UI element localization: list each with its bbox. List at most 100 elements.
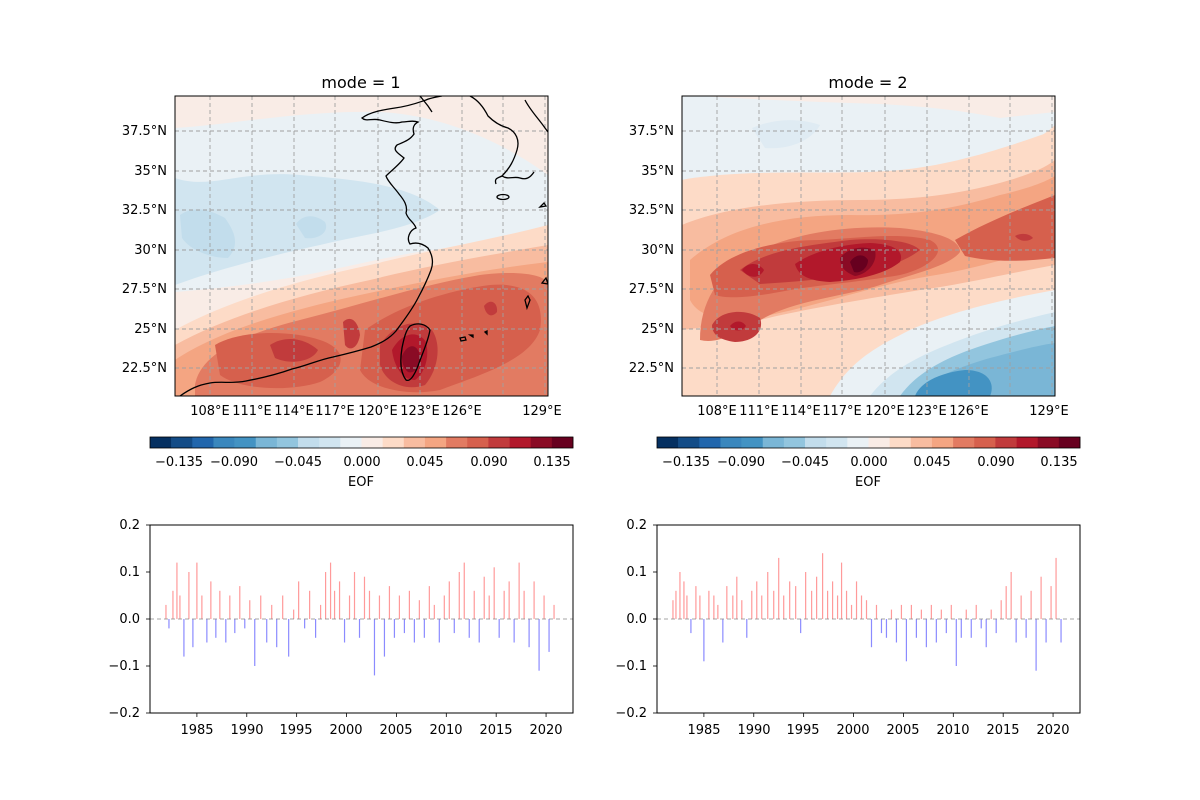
colorbar-tick: 0.135 xyxy=(1040,455,1077,470)
map-ytick: 37.5°N xyxy=(122,124,167,139)
colorbar-swatch xyxy=(171,437,193,448)
ts-xtick: 2000 xyxy=(836,723,869,738)
ts-ytick: −0.2 xyxy=(108,706,140,721)
map-frame-mode-1 xyxy=(174,95,549,397)
pc-bars xyxy=(672,553,1062,671)
colorbar-tick: −0.045 xyxy=(274,455,322,470)
ts-xtick: 1995 xyxy=(279,723,312,738)
colorbar-label: EOF xyxy=(348,475,374,490)
ts-xtick: 2010 xyxy=(936,723,969,738)
coastline-mode-1 xyxy=(179,96,548,396)
colorbar-swatch xyxy=(741,437,764,448)
map-xtick-labels-mode-2: 108°E 111°E 114°E 117°E 120°E 123°E 126°… xyxy=(697,404,1069,419)
map-frame-mode-2 xyxy=(681,95,1056,397)
colorbar-swatch xyxy=(150,437,172,448)
pc-bars xyxy=(165,562,555,676)
colorbar-swatch xyxy=(995,437,1017,448)
colorbar-swatch xyxy=(446,437,468,448)
ts-ytick: 0.2 xyxy=(626,518,647,533)
ts-ytick-labels: −0.2 −0.1 0.0 0.1 0.2 xyxy=(615,518,647,721)
colorbar-tick: −0.135 xyxy=(662,455,710,470)
map-ytick: 22.5°N xyxy=(122,361,167,376)
colorbar-swatch xyxy=(974,437,996,448)
ts-ytick: 0.0 xyxy=(119,612,140,627)
colorbar-swatch xyxy=(868,437,890,448)
colorbar-swatch xyxy=(783,437,806,448)
ts-ytick: −0.1 xyxy=(615,659,647,674)
colorbar-swatch xyxy=(361,437,383,448)
ts-ytick: 0.2 xyxy=(119,518,140,533)
map-ytick: 32.5°N xyxy=(122,203,167,218)
map-field-mode-2 xyxy=(682,96,1055,396)
map-ytick: 27.5°N xyxy=(629,282,674,297)
colorbar-swatch xyxy=(551,437,574,448)
map-xtick: 120°E xyxy=(358,404,398,419)
colorbar-swatch xyxy=(192,437,214,448)
ts-xtick-labels: 1985 1990 1995 2000 2005 2010 2015 2020 xyxy=(687,723,1069,738)
colorbar-swatch xyxy=(910,437,933,448)
ts-xtick: 2020 xyxy=(1036,723,1069,738)
colorbar-swatch xyxy=(488,437,510,448)
ts-xtick: 2020 xyxy=(529,723,562,738)
map-xtick: 123°E xyxy=(400,404,440,419)
colorbar-swatch xyxy=(720,437,742,448)
colorbar-swatch xyxy=(509,437,531,448)
map-xtick: 126°E xyxy=(949,404,989,419)
map-xtick: 108°E xyxy=(697,404,737,419)
map-ytick: 30°N xyxy=(134,243,167,258)
map-ytick: 25°N xyxy=(134,322,167,337)
colorbar-tick: −0.090 xyxy=(210,455,258,470)
ts-xtick: 1985 xyxy=(687,723,720,738)
colorbar-mode-1: −0.135 −0.090 −0.045 0.000 0.045 0.090 0… xyxy=(149,436,574,490)
ts-xtick: 2000 xyxy=(329,723,362,738)
map-ytick: 22.5°N xyxy=(629,361,674,376)
map-xtick-labels-mode-1: 108°E 111°E 114°E 117°E 120°E 123°E 126°… xyxy=(190,404,562,419)
colorbar-swatch xyxy=(213,437,235,448)
colorbar-swatch xyxy=(657,437,679,448)
ts-xtick: 1990 xyxy=(737,723,770,738)
ts-xtick-labels: 1985 1990 1995 2000 2005 2010 2015 2020 xyxy=(180,723,562,738)
ts-ytick: 0.0 xyxy=(626,612,647,627)
colorbar-swatch xyxy=(1037,437,1060,448)
map-ytick: 25°N xyxy=(641,322,674,337)
colorbar-swatch xyxy=(847,437,869,448)
colorbar-tick: 0.135 xyxy=(533,455,570,470)
colorbar-swatch xyxy=(298,437,320,448)
colorbar-tick: 0.045 xyxy=(406,455,443,470)
ts-xtick: 1990 xyxy=(230,723,263,738)
pc-timeseries-mode-2: −0.2 −0.1 0.0 0.1 0.2 1985 1990 1995 200… xyxy=(615,518,1081,738)
ts-ytick-labels: −0.2 −0.1 0.0 0.1 0.2 xyxy=(108,518,140,721)
colorbar-swatch xyxy=(255,437,278,448)
colorbar-tick: 0.090 xyxy=(977,455,1014,470)
colorbar-swatch xyxy=(953,437,975,448)
map-xtick: 126°E xyxy=(442,404,482,419)
map-ytick: 27.5°N xyxy=(122,282,167,297)
colorbar-swatch xyxy=(403,437,426,448)
colorbar-swatch xyxy=(467,437,489,448)
map-title-mode-1: mode = 1 xyxy=(321,73,400,92)
map-field-mode-1 xyxy=(175,96,548,396)
map-xtick: 111°E xyxy=(232,404,272,419)
pc-timeseries-mode-1: −0.2 −0.1 0.0 0.1 0.2 1985 1990 1995 200… xyxy=(108,518,574,738)
colorbar-label: EOF xyxy=(855,475,881,490)
colorbar-swatch xyxy=(382,437,405,448)
ts-xtick: 2005 xyxy=(886,723,919,738)
colorbar-swatches xyxy=(150,437,574,448)
colorbar-swatch xyxy=(1016,437,1038,448)
map-xtick: 108°E xyxy=(190,404,230,419)
ts-xtick: 2010 xyxy=(429,723,462,738)
ts-xtick: 1985 xyxy=(180,723,213,738)
map-xtick: 129°E xyxy=(1029,404,1069,419)
colorbar-swatch xyxy=(826,437,848,448)
colorbar-swatches xyxy=(657,437,1081,448)
map-xtick: 120°E xyxy=(865,404,905,419)
map-ytick: 37.5°N xyxy=(629,124,674,139)
map-xtick: 129°E xyxy=(522,404,562,419)
colorbar-swatch xyxy=(931,437,954,448)
ts-xtick: 2015 xyxy=(986,723,1019,738)
map-xtick: 114°E xyxy=(781,404,821,419)
map-panel-mode-2: mode = 2 xyxy=(629,73,1069,419)
colorbar-mode-2: −0.135 −0.090 −0.045 0.000 0.045 0.090 0… xyxy=(656,436,1081,490)
map-gridlines-mode-1 xyxy=(175,96,548,396)
